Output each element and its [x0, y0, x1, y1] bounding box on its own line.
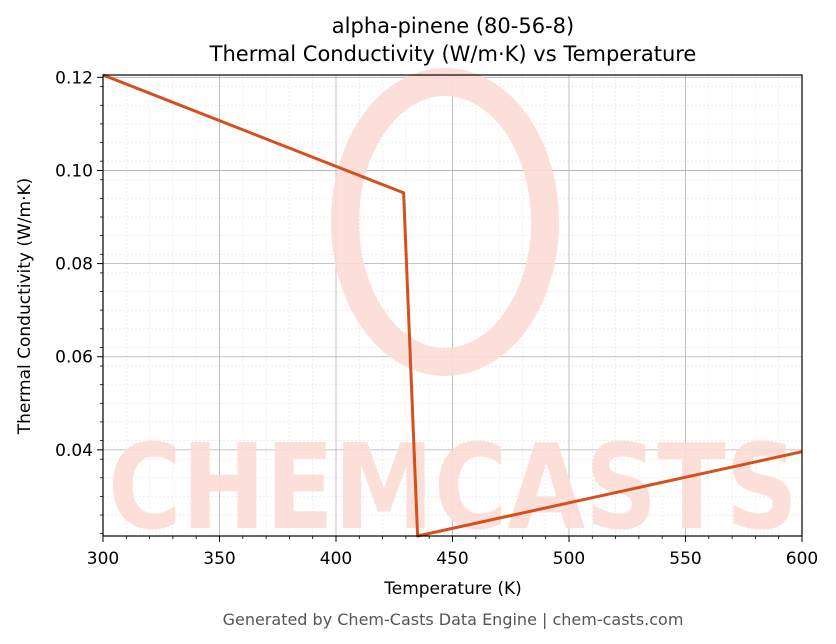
chart-subtitle: Thermal Conductivity (W/m·K) vs Temperat…: [209, 42, 697, 66]
x-tick-label: 550: [669, 549, 701, 569]
watermark: CHEMCASTS: [108, 68, 798, 556]
chart-title: alpha-pinene (80-56-8): [332, 14, 574, 38]
y-tick-label: 0.06: [55, 348, 93, 368]
y-tick-label: 0.12: [55, 68, 93, 88]
series-layer: [102, 73, 803, 538]
footer-credit: Generated by Chem-Casts Data Engine | ch…: [223, 610, 684, 629]
x-tick-label: 350: [203, 549, 235, 569]
ticks: 300 350 400 450 500 550 600 0.04 0.06 0.08 0.10 0.1…: [55, 68, 818, 569]
series-line: [102, 73, 803, 538]
y-tick-label: 0.08: [55, 255, 93, 275]
watermark-text: CHEMCASTS: [108, 418, 798, 556]
x-tick-label: 400: [320, 549, 352, 569]
x-tick-label: 450: [436, 549, 468, 569]
y-tick-label: 0.10: [55, 161, 93, 181]
x-tick-label: 300: [87, 549, 119, 569]
x-tick-label: 500: [553, 549, 585, 569]
y-tick-label: 0.04: [55, 441, 93, 461]
x-tick-label: 600: [786, 549, 818, 569]
y-axis-label: Thermal Conductivity (W/m·K): [15, 178, 35, 436]
x-axis-label: Temperature (K): [383, 579, 522, 599]
watermark-logo-ring: [331, 68, 559, 376]
